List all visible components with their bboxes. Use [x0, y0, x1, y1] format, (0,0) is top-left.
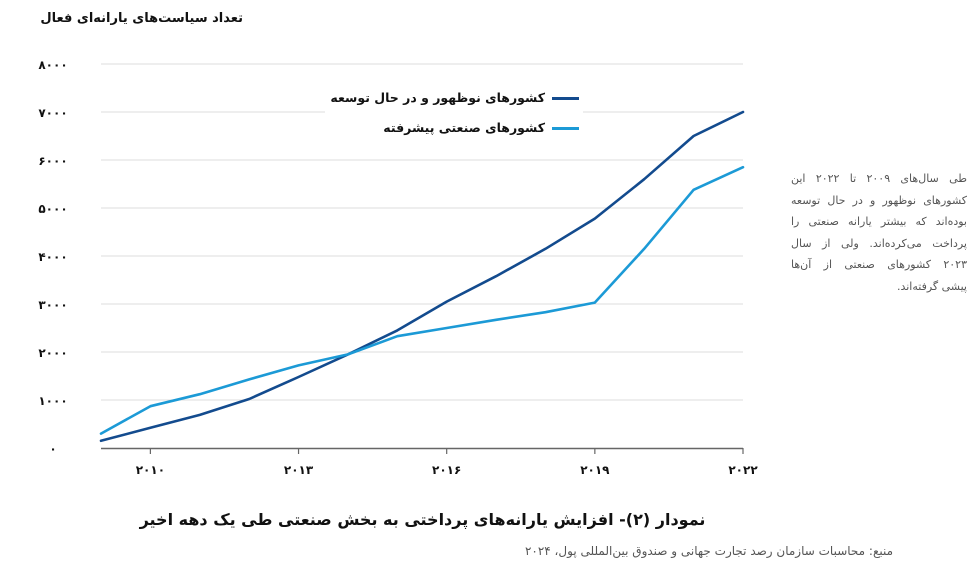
annotation-line: ۲۰۲۳ کشورهای صنعتی از آن‌ها [791, 258, 967, 271]
y-tick-label: ۱۰۰۰ [38, 394, 68, 408]
y-tick-label: ۸۰۰۰ [38, 58, 68, 72]
y-tick-label: ۴۰۰۰ [38, 250, 68, 264]
series-lines [99, 110, 745, 443]
figure-source: منبع: محاسبات سازمان رصد تجارت جهانی و ص… [524, 544, 893, 558]
x-tick-label: ۲۰۱۹ [580, 463, 610, 477]
y-tick-label: ۶۰۰۰ [38, 154, 68, 168]
annotation-line: پیشی گرفته‌اند. [896, 279, 967, 293]
y-tick-label: ۷۰۰۰ [38, 106, 68, 120]
figure-caption: نمودار (۲)- افزایش یارانه‌های پرداختی به… [139, 510, 706, 529]
annotation-line: پرداخت می‌کرده‌اند. ولی از سال [791, 236, 967, 250]
series-line-emerging [99, 110, 745, 443]
series-line-advanced [99, 165, 745, 435]
annotation-line: کشورهای نوظهور و در حال توسعه [791, 193, 967, 207]
annotation-line: طی سال‌های ۲۰۰۹ تا ۲۰۲۲ این [791, 172, 967, 185]
y-tick-label: ۲۰۰۰ [38, 346, 68, 360]
legend-item-advanced: کشورهای صنعتی پیشرفته [383, 120, 579, 136]
x-tick-label: ۲۰۲۲ [728, 463, 758, 477]
legend-line-swatch-icon [552, 126, 579, 130]
x-tick-label: ۲۰۱۳ [283, 463, 314, 477]
legend-line-swatch-icon [552, 96, 579, 100]
y-tick-label: ۵۰۰۰ [38, 202, 68, 216]
x-tick-label: ۲۰۱۰ [135, 463, 166, 477]
x-axis [101, 447, 744, 454]
y-tick-label: ۰ [49, 442, 57, 456]
legend-item-emerging: کشورهای نوظهور و در حال توسعه [330, 90, 579, 106]
y-axis-title: تعداد سیاست‌های یارانه‌ای فعال [40, 11, 243, 26]
chart-annotation: طی سال‌های ۲۰۰۹ تا ۲۰۲۲ این کشورهای نوظه… [791, 168, 967, 297]
legend-label: کشورهای صنعتی پیشرفته [383, 120, 545, 135]
annotation-line: بوده‌اند که بیشتر یارانه صنعتی را [791, 215, 967, 228]
legend-label: کشورهای نوظهور و در حال توسعه [330, 90, 545, 105]
x-tick-label: ۲۰۱۶ [432, 463, 462, 477]
chart-legend: کشورهای نوظهور و در حال توسعه کشورهای صن… [325, 80, 583, 145]
y-tick-label: ۳۰۰۰ [38, 298, 68, 312]
